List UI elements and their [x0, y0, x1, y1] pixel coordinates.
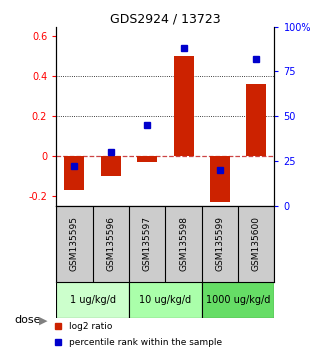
Bar — [64, 156, 84, 190]
Text: 1000 ug/kg/d: 1000 ug/kg/d — [206, 295, 270, 306]
Text: dose: dose — [14, 315, 41, 325]
Bar — [56, 282, 129, 319]
Text: GSM135595: GSM135595 — [70, 216, 79, 272]
Bar — [246, 84, 266, 156]
Text: ▶: ▶ — [39, 315, 47, 325]
Bar — [173, 56, 194, 156]
Text: GSM135599: GSM135599 — [215, 216, 224, 272]
Title: GDS2924 / 13723: GDS2924 / 13723 — [110, 12, 221, 25]
Text: log2 ratio: log2 ratio — [69, 322, 113, 331]
Text: percentile rank within the sample: percentile rank within the sample — [69, 338, 222, 347]
Text: GSM135598: GSM135598 — [179, 216, 188, 272]
Text: 1 ug/kg/d: 1 ug/kg/d — [70, 295, 116, 306]
Bar — [210, 156, 230, 201]
Bar — [137, 156, 157, 162]
Text: 10 ug/kg/d: 10 ug/kg/d — [139, 295, 191, 306]
Bar — [129, 282, 202, 319]
Text: GSM135597: GSM135597 — [143, 216, 152, 272]
Text: GSM135600: GSM135600 — [252, 216, 261, 272]
Bar — [101, 156, 121, 176]
Bar — [202, 282, 274, 319]
Text: GSM135596: GSM135596 — [106, 216, 115, 272]
